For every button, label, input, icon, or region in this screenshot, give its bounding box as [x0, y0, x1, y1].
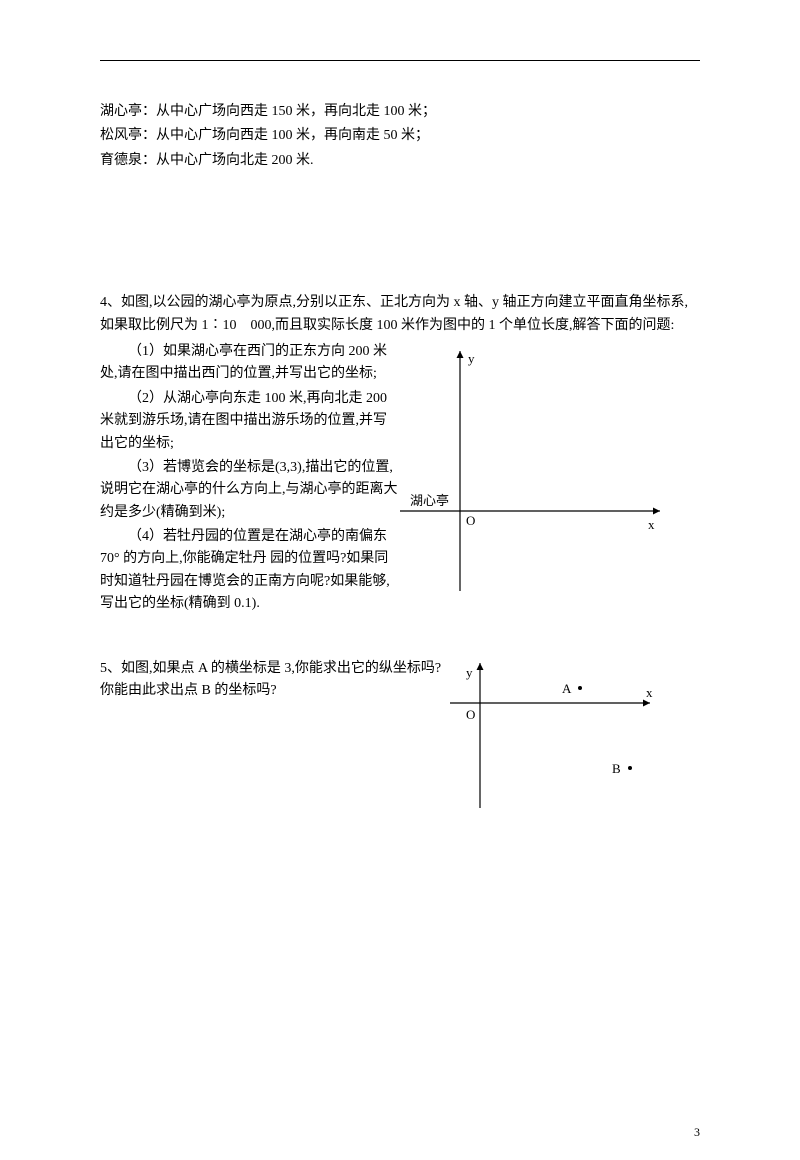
svg-text:x: x: [648, 517, 655, 532]
direction-songfeng: 松风亭：从中心广场向西走 100 米，再向南走 50 米；: [100, 125, 700, 147]
svg-text:O: O: [466, 707, 475, 722]
q5-figure: y x O A B: [450, 658, 700, 818]
coordinate-axes-fig4: y x O 湖心亭: [400, 341, 680, 601]
svg-text:A: A: [562, 681, 572, 696]
question-5: 5、如图,如果点 A 的横坐标是 3,你能求出它的纵坐标吗?你能由此求出点 B …: [100, 658, 700, 818]
question-4: 4、如图,以公园的湖心亭为原点,分别以正东、正北方向为 x 轴、y 轴正方向建立…: [100, 292, 700, 617]
svg-text:湖心亭: 湖心亭: [410, 493, 449, 508]
q4-subquestions: （1）如果湖心亭在西门的正东方向 200 米处,请在图中描出西门的位置,并写出它…: [100, 341, 400, 618]
q4-intro: 4、如图,以公园的湖心亭为原点,分别以正东、正北方向为 x 轴、y 轴正方向建立…: [100, 292, 700, 337]
q4-sub2: （2）从湖心亭向东走 100 米,再向北走 200 米就到游乐场,请在图中描出游…: [100, 388, 400, 455]
q5-text: 5、如图,如果点 A 的横坐标是 3,你能求出它的纵坐标吗?你能由此求出点 B …: [100, 658, 450, 818]
intro-directions: 湖心亭：从中心广场向西走 150 米，再向北走 100 米； 松风亭：从中心广场…: [100, 101, 700, 172]
header-rule: [100, 60, 700, 61]
q4-sub3: （3）若博览会的坐标是(3,3),描出它的位置,说明它在湖心亭的什么方向上,与湖…: [100, 457, 400, 524]
direction-yude: 育德泉：从中心广场向北走 200 米.: [100, 150, 700, 172]
page-number: 3: [694, 1125, 700, 1140]
svg-text:B: B: [612, 761, 621, 776]
svg-text:x: x: [646, 685, 653, 700]
q4-sub4: （4）若牡丹园的位置是在湖心亭的南偏东 70° 的方向上,你能确定牡丹 园的位置…: [100, 526, 400, 616]
q4-sub1: （1）如果湖心亭在西门的正东方向 200 米处,请在图中描出西门的位置,并写出它…: [100, 341, 400, 386]
coordinate-axes-fig5: y x O A B: [450, 658, 670, 818]
document-page: 湖心亭：从中心广场向西走 150 米，再向北走 100 米； 松风亭：从中心广场…: [0, 0, 800, 1160]
q4-figure: y x O 湖心亭: [400, 341, 700, 601]
direction-huxin: 湖心亭：从中心广场向西走 150 米，再向北走 100 米；: [100, 101, 700, 123]
svg-text:y: y: [466, 665, 473, 680]
svg-text:y: y: [468, 351, 475, 366]
svg-text:O: O: [466, 513, 475, 528]
